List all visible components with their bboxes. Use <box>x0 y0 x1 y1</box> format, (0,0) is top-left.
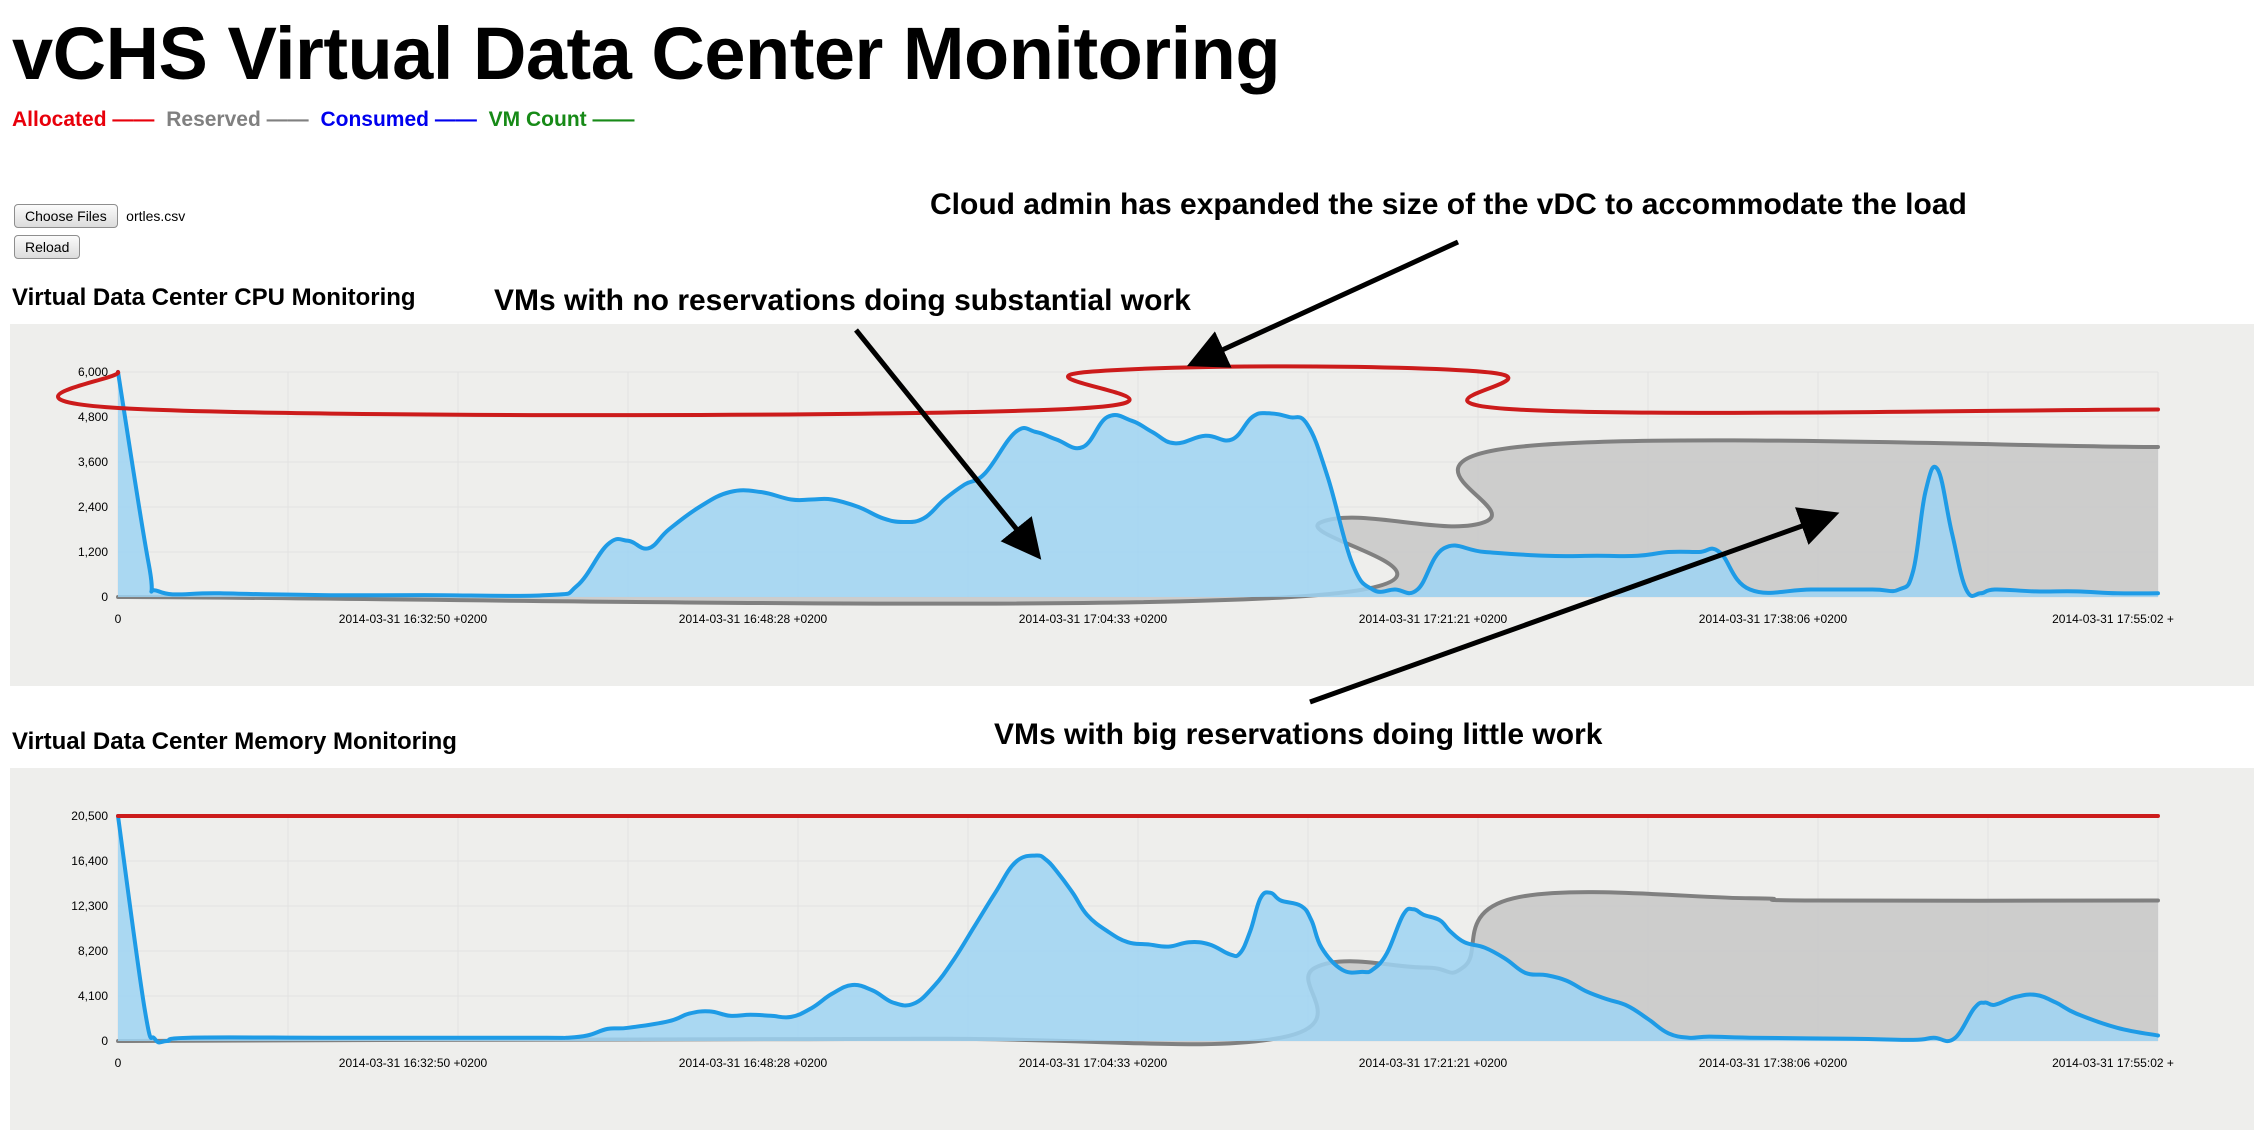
memory-y-tick-label: 8,200 <box>78 944 108 958</box>
memory-y-tick-label: 16,400 <box>71 854 108 868</box>
legend-item-reserved: Reserved —— <box>166 108 308 131</box>
cpu-x-tick-label: 0 <box>115 612 122 626</box>
cpu-y-tick-label: 1,200 <box>78 545 108 559</box>
memory-y-tick-label: 12,300 <box>71 899 108 913</box>
memory-x-tick-label: 2014-03-31 16:32:50 +0200 <box>339 1056 488 1070</box>
cpu-chart-title: Virtual Data Center CPU Monitoring <box>12 284 416 311</box>
file-input-row: Choose Files ortles.csv <box>14 204 185 230</box>
legend-swatch-reserved: —— <box>266 108 309 131</box>
memory-y-tick-label: 4,100 <box>78 989 108 1003</box>
cpu-y-tick-label: 2,400 <box>78 500 108 514</box>
cpu-y-tick-label: 3,600 <box>78 455 108 469</box>
memory-consumed-line <box>116 814 2160 1045</box>
legend-item-allocated: Allocated —— <box>12 108 154 131</box>
memory-consumed-area <box>118 816 2158 1043</box>
cpu-x-tick-label: 2014-03-31 16:48:28 +0200 <box>679 612 828 626</box>
legend-item-vm-count: VM Count —— <box>489 108 635 131</box>
cpu-chart: 6,000 4,800 3,600 2,400 1,200 00 2014-03-31 16… <box>56 364 2174 626</box>
cpu-y-tick-label: 6,000 <box>78 365 108 379</box>
cpu-x-tick-label: 2014-03-31 17:21:21 +0200 <box>1359 612 1508 626</box>
legend-swatch-allocated: —— <box>112 108 155 131</box>
memory-x-tick-label: 2014-03-31 17:04:33 +0200 <box>1019 1056 1168 1070</box>
memory-chart-panel: 20,500 16,400 12,300 8,200 4,100 0 0 2014-03-31… <box>10 768 2254 1130</box>
memory-y-tick-label: 20,500 <box>71 809 108 823</box>
page-title: vCHS Virtual Data Center Monitoring <box>12 12 1281 95</box>
cpu-x-tick-label: 2014-03-31 17:04:33 +0200 <box>1019 612 1168 626</box>
legend-label-allocated: Allocated <box>12 108 107 131</box>
legend-swatch-vm-count: —— <box>592 108 635 131</box>
memory-x-tick-label: 0 <box>115 1056 122 1070</box>
cpu-y-tick-label: 0 <box>101 590 108 604</box>
legend: Allocated —— Reserved —— Consumed —— VM … <box>12 104 641 136</box>
selected-file-name: ortles.csv <box>126 208 186 224</box>
legend-item-consumed: Consumed —— <box>320 108 476 131</box>
annotation-big-reservations: VMs with big reservations doing little w… <box>994 718 1603 751</box>
annotation-expanded: Cloud admin has expanded the size of the… <box>930 188 1967 221</box>
annotation-no-reservations: VMs with no reservations doing substanti… <box>494 284 1191 317</box>
memory-y-tick-label: 0 <box>101 1034 108 1048</box>
cpu-x-tick-label: 2014-03-31 17:55:02 + <box>2052 612 2174 626</box>
memory-chart-title: Virtual Data Center Memory Monitoring <box>12 728 457 755</box>
legend-label-reserved: Reserved <box>166 108 261 131</box>
memory-x-tick-label: 2014-03-31 17:21:21 +0200 <box>1359 1056 1508 1070</box>
reload-button[interactable]: Reload <box>14 235 81 259</box>
cpu-chart-panel: 6,000 4,800 3,600 2,400 1,200 0 0 2014-03-31 16… <box>10 324 2254 686</box>
reload-wrap: Reload <box>14 235 81 259</box>
cpu-consumed-line <box>116 370 2160 598</box>
legend-swatch-consumed: —— <box>434 108 477 131</box>
cpu-x-tick-label: 2014-03-31 17:38:06 +0200 <box>1699 612 1848 626</box>
cpu-y-tick-label: 4,800 <box>78 410 108 424</box>
memory-x-tick-label: 2014-03-31 17:55:02 + <box>2052 1056 2174 1070</box>
cpu-x-tick-label: 2014-03-31 16:32:50 +0200 <box>339 612 488 626</box>
cpu-allocated-line <box>56 364 2160 418</box>
memory-x-tick-label: 2014-03-31 17:38:06 +0200 <box>1699 1056 1848 1070</box>
legend-label-vm-count: VM Count <box>488 108 587 131</box>
memory-x-tick-label: 2014-03-31 16:48:28 +0200 <box>679 1056 828 1070</box>
memory-chart: 20,500 16,400 12,300 8,200 4,100 00 2014-03-31… <box>71 809 2174 1070</box>
choose-files-button[interactable]: Choose Files <box>14 204 118 228</box>
memory-reserved-area <box>118 892 2158 1045</box>
cpu-consumed-area <box>118 372 2158 597</box>
legend-label-consumed: Consumed <box>320 108 429 131</box>
